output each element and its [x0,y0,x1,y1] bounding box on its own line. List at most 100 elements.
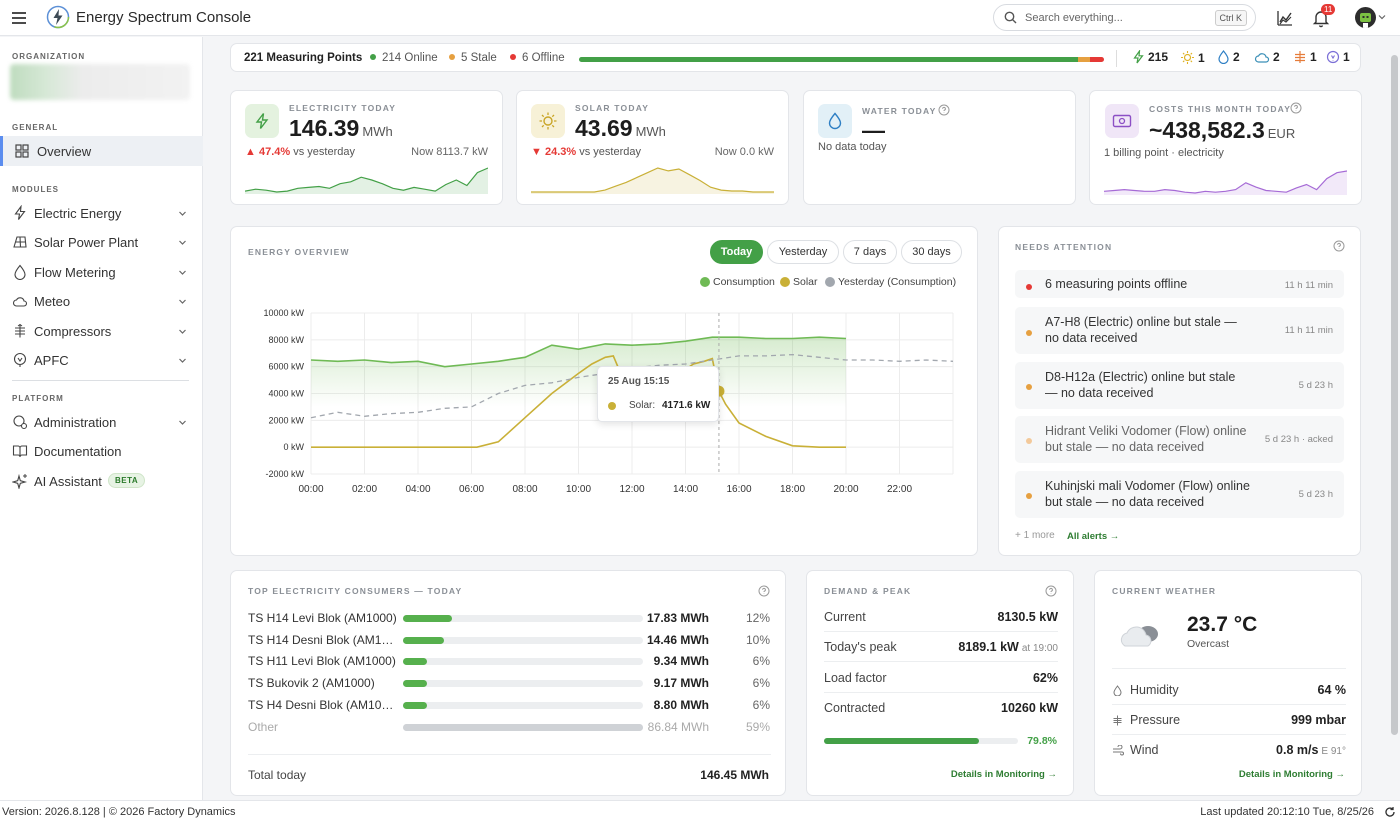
alert-item[interactable]: Hidrant Veliki Vodomer (Flow) online but… [1015,416,1344,463]
general-heading: GENERAL [12,123,59,132]
module-count-apfc[interactable]: 1 [1326,50,1350,64]
more-alerts[interactable]: + 1 more [1015,530,1055,541]
module-count-flow[interactable]: 2 [1217,50,1240,64]
divider [248,754,771,755]
solar-delta: ▼ 24.3% vs yesterday [531,146,641,158]
module-count-meteo[interactable]: 2 [1254,50,1280,64]
consumer-row[interactable]: TS Bukovik 2 (AM1000) 9.17 MWh 6% [248,674,771,692]
divider [1116,50,1117,67]
count: 1 [1198,50,1205,65]
sidebar-item-electric-energy[interactable]: Electric Energy [0,198,203,228]
help-icon[interactable] [938,104,950,116]
alert-item[interactable]: Kuhinjski mali Vodomer (Flow) online but… [1015,471,1344,518]
demand-details-link[interactable]: Details in Monitoring → [950,769,1057,780]
x-tick-label: 00:00 [298,484,323,495]
avatar[interactable] [1355,7,1376,28]
alert-item[interactable]: A7-H8 (Electric) online but stale — no d… [1015,307,1344,354]
electricity-icon-box [245,104,279,138]
wind-speed: 0.8 m/s [1276,743,1319,757]
sun-icon [539,112,557,130]
x-tick-label: 14:00 [673,484,698,495]
sidebar-item-overview[interactable]: Overview [0,136,203,166]
sidebar-item-compressors[interactable]: Compressors [0,316,203,346]
help-icon[interactable] [758,585,770,597]
row-label: Humidity [1130,683,1179,697]
weather-details-link[interactable]: Details in Monitoring → [1238,769,1345,780]
row-label: Wind [1130,743,1159,757]
consumer-percent: 6% [752,698,770,712]
x-tick-label: 08:00 [512,484,537,495]
costs-icon-box [1105,104,1139,138]
organization-selector[interactable] [10,64,190,100]
module-count-compressors[interactable]: 1 [1293,50,1317,64]
range-30days-button[interactable]: 30 days [901,240,962,264]
help-icon[interactable] [1045,585,1057,597]
modules-heading: MODULES [12,185,59,194]
legend-label: Consumption [713,276,775,288]
page-scrollbar[interactable] [1391,55,1398,735]
x-tick-label: 16:00 [726,484,751,495]
help-icon[interactable] [1290,102,1302,114]
drop-icon [1218,50,1229,64]
range-yesterday-button[interactable]: Yesterday [767,240,839,264]
app-logo-icon[interactable] [46,5,70,29]
alert-item[interactable]: 6 measuring points offline 11 h 11 min [1015,270,1344,298]
alert-item[interactable]: D8-H12a (Electric) online but stale — no… [1015,362,1344,409]
consumer-name: Other [248,720,279,734]
consumer-row[interactable]: TS H14 Desni Blok (AM1000) 14.46 MWh 10% [248,631,771,649]
legend-yesterday[interactable]: Yesterday (Consumption) [825,276,956,288]
consumer-row[interactable]: TS H4 Desni Blok (AM1000) 8.80 MWh 6% [248,696,771,714]
all-alerts-link[interactable]: All alerts → [1067,531,1120,542]
menu-icon[interactable] [10,9,28,27]
y-tick-label: 4000 kW [268,389,304,399]
alert-text: Kuhinjski mali Vodomer (Flow) online but… [1045,479,1250,509]
analytics-icon[interactable] [1275,8,1295,28]
card-title: ELECTRICITY TODAY [289,103,397,113]
alert-text: D8-H12a (Electric) online but stale — no… [1045,370,1236,400]
x-tick-label: 22:00 [887,484,912,495]
sidebar-item-documentation[interactable]: Documentation [0,436,203,466]
online-status[interactable]: 214 Online [370,52,438,64]
beta-badge: BETA [108,473,146,488]
consumer-bar [403,680,643,687]
module-count-electric[interactable]: 215 [1132,50,1168,64]
series-line-consumption[interactable] [310,336,847,368]
sparkline-line [1104,170,1347,194]
sidebar-item-flow-metering[interactable]: Flow Metering [0,257,203,287]
count: 1 [1343,50,1350,64]
water-today-card[interactable]: WATER TODAY — No data today [803,90,1076,205]
row-label: Today's peak [824,640,897,654]
range-today-button[interactable]: Today [710,240,763,264]
consumer-row[interactable]: TS H14 Levi Blok (AM1000) 17.83 MWh 12% [248,609,771,627]
severity-dot [1026,284,1032,290]
sidebar-item-administration[interactable]: Administration [0,407,203,437]
status-dot [370,54,376,60]
costs-note: 1 billing point · electricity [1104,147,1224,159]
stale-status[interactable]: 5 Stale [449,52,497,64]
consumer-percent: 6% [752,676,770,690]
electricity-today-card[interactable]: ELECTRICITY TODAY 146.39 MWh ▲ 47.4% vs y… [230,90,503,205]
sparkline-area [531,168,774,194]
consumer-row[interactable]: TS H11 Levi Blok (AM1000) 9.34 MWh 6% [248,652,771,670]
solar-sparkline [531,167,774,194]
sidebar-item-solar-power-plant[interactable]: Solar Power Plant [0,227,203,257]
consumer-row-other[interactable]: Other 86.84 MWh 59% [248,718,771,736]
severity-dot [1026,330,1032,336]
sparkline-area [1104,171,1347,195]
compressor-icon [15,323,25,338]
offline-status[interactable]: 6 Offline [510,52,565,64]
chevron-down-icon[interactable] [1378,13,1386,21]
help-icon[interactable] [1333,240,1345,252]
refresh-icon[interactable] [1384,806,1396,818]
module-count-solar[interactable]: 1 [1180,50,1205,65]
sidebar-item-apfc[interactable]: APFC [0,345,203,375]
consumer-percent: 10% [745,633,770,647]
sidebar-item-meteo[interactable]: Meteo [0,286,203,316]
solar-today-card[interactable]: SOLAR TODAY 43.69 MWh ▼ 24.3% vs yesterda… [516,90,789,205]
legend-consumption[interactable]: Consumption [700,276,775,288]
range-7days-button[interactable]: 7 days [843,240,897,264]
legend-solar[interactable]: Solar [780,276,818,288]
search-input[interactable]: Search everything... Ctrl K [993,4,1256,31]
sidebar-item-ai-assistant[interactable]: AI Assistant BETA [0,466,203,496]
costs-month-card[interactable]: COSTS THIS MONTH TODAY ~438,582.3 EUR 1 b… [1089,90,1362,205]
